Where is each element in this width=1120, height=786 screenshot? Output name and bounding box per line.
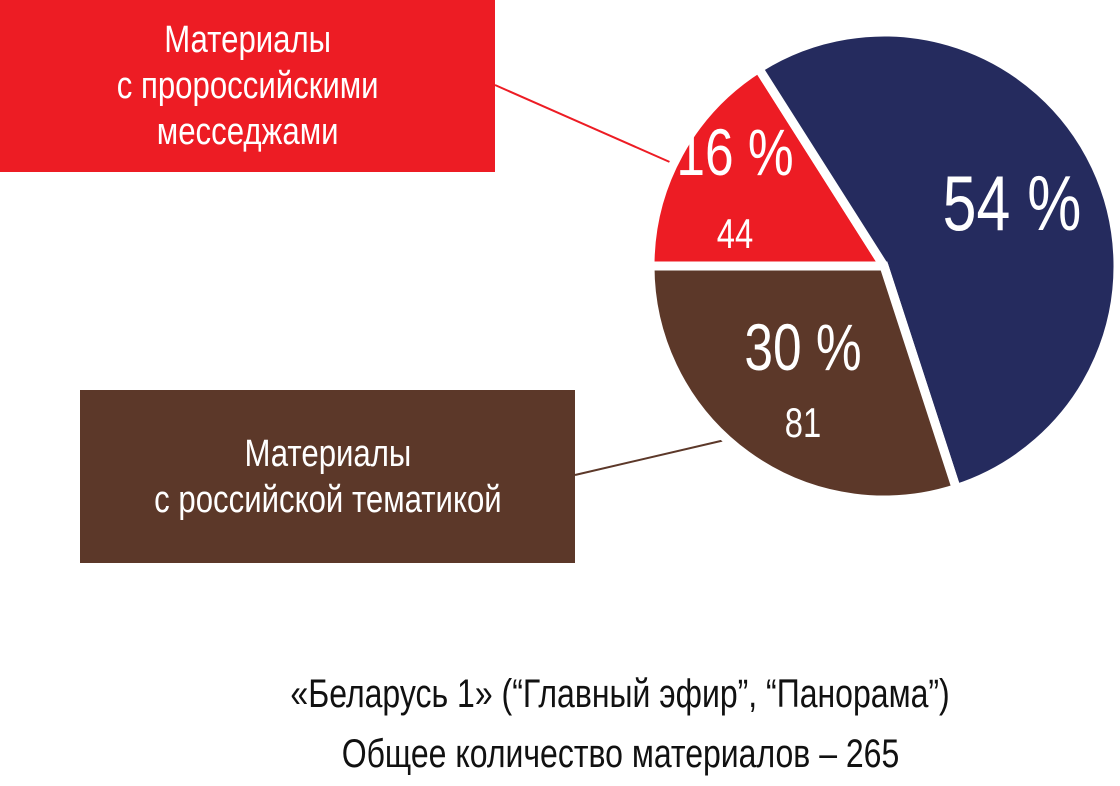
- slice-count-label-2: 81: [785, 399, 821, 446]
- legend-box-pro-russian: Материалы с пророссийскими месседжами: [0, 0, 495, 172]
- caption-line-1: «Беларусь 1» (“Главный эфир”, “Панорама”…: [290, 672, 950, 716]
- leader-line-red: [494, 84, 673, 164]
- slice-percent-label-1: 54 %: [943, 160, 1082, 247]
- legend-label-russian-topics: Материалы с российской тематикой: [153, 432, 502, 521]
- pie-slice-0: [645, 62, 893, 271]
- pie-slice-2: [645, 261, 962, 505]
- slice-count-label-0: 44: [717, 210, 753, 257]
- slice-percent-label-2: 30 %: [744, 310, 861, 385]
- legend-box-russian-topics: Материалы с российской тематикой: [80, 390, 575, 563]
- legend-label-pro-russian: Материалы с пророссийскими месседжами: [116, 19, 379, 153]
- caption-line-2: Общее количество материалов – 265: [341, 732, 899, 776]
- pie-slice-1: [752, 27, 1120, 495]
- leader-line-brown: [574, 439, 726, 476]
- slice-percent-label-0: 16 %: [676, 115, 793, 190]
